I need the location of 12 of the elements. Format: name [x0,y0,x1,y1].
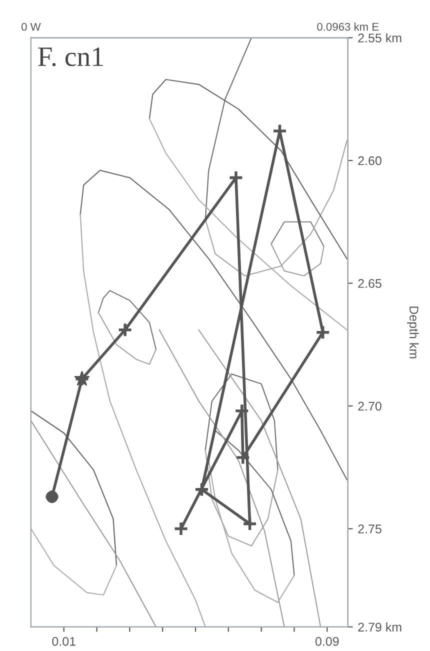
y-tick-label: 2.70 [358,402,382,411]
chart-title: F. cn1 [38,48,103,66]
x-tick-label: 0.01 [52,636,76,646]
y-axis-title: Depth km [407,306,419,358]
x2-tick-label: 0 W [22,22,41,31]
x2-tick-label: 0.0963 km E [317,22,379,31]
y-tick-label: 2.79 km [358,622,402,632]
y-tick-label: 2.60 [358,156,382,166]
y-tick-label: 2.55 km [358,33,402,42]
y-tick-label: 2.75 [358,524,382,534]
y-tick-label: 2.65 [358,279,382,288]
x-tick-label: 0.09 [315,636,339,646]
